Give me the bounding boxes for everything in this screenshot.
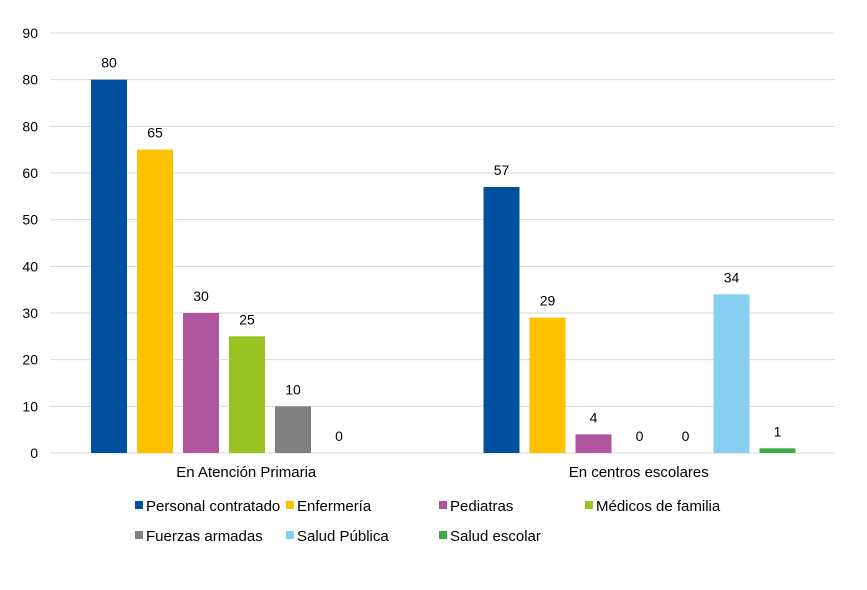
y-tick-label: 60	[22, 165, 38, 181]
legend-swatch	[286, 501, 294, 509]
legend-item: Salud Pública	[286, 528, 389, 545]
data-label: 0	[335, 428, 343, 444]
data-label: 80	[101, 55, 117, 71]
legend-item: Pediatras	[439, 498, 513, 515]
legend-label: Fuerzas armadas	[146, 528, 263, 545]
data-label: 25	[239, 311, 255, 327]
y-tick-label: 20	[22, 352, 38, 368]
gridlines	[50, 32, 835, 407]
bars	[91, 79, 796, 454]
data-label: 10	[285, 381, 301, 397]
bar	[183, 313, 219, 453]
data-label: 1	[774, 423, 782, 439]
bar	[529, 317, 566, 453]
y-tick-label: 10	[22, 398, 38, 414]
x-category-label: En centros escolares	[569, 464, 709, 481]
data-label: 65	[147, 125, 163, 141]
bar	[91, 79, 127, 454]
bar	[759, 448, 796, 453]
data-label: 0	[636, 428, 644, 444]
legend-item: Enfermería	[286, 498, 372, 515]
legend-label: Enfermería	[297, 498, 372, 515]
y-tick-label: 0	[30, 445, 38, 461]
legend-label: Salud Pública	[297, 528, 389, 545]
y-tick-label: 40	[22, 258, 38, 274]
x-category-label: En Atención Primaria	[176, 464, 317, 481]
y-axis: 0 10 20 30 40 50 60 80 80 90	[22, 25, 38, 461]
legend-swatch	[286, 531, 294, 539]
bar	[483, 187, 520, 453]
legend-swatch	[585, 501, 593, 509]
data-labels: 80 65 30 25 10 0 57 29 4 0 0 34 1	[101, 55, 781, 444]
data-label: 30	[193, 288, 209, 304]
y-tick-label: 30	[22, 305, 38, 321]
bar	[713, 294, 750, 453]
legend-label: Salud escolar	[450, 528, 541, 545]
y-tick-label: 80	[22, 72, 38, 88]
data-label: 0	[682, 428, 690, 444]
y-tick-label: 80	[22, 118, 38, 134]
legend-label: Médicos de familia	[596, 498, 721, 515]
legend-item: Personal contratado	[135, 498, 280, 515]
legend-swatch	[135, 531, 143, 539]
legend-swatch	[439, 501, 447, 509]
legend-label: Pediatras	[450, 498, 513, 515]
data-label: 29	[540, 293, 556, 309]
legend-item: Salud escolar	[439, 528, 541, 545]
bar	[229, 336, 265, 453]
bar	[275, 406, 311, 453]
bar	[575, 434, 612, 453]
data-label: 57	[494, 162, 510, 178]
y-tick-label: 50	[22, 212, 38, 228]
data-label: 4	[590, 409, 598, 425]
bar	[137, 149, 173, 453]
legend-swatch	[135, 501, 143, 509]
data-label: 34	[724, 269, 740, 285]
legend-label: Personal contratado	[146, 498, 280, 515]
legend-item: Fuerzas armadas	[135, 528, 263, 545]
legend-item: Médicos de familia	[585, 498, 721, 515]
legend: Personal contratado Enfermería Pediatras Mé…	[135, 498, 721, 545]
legend-swatch	[439, 531, 447, 539]
y-tick-label: 90	[22, 25, 38, 41]
